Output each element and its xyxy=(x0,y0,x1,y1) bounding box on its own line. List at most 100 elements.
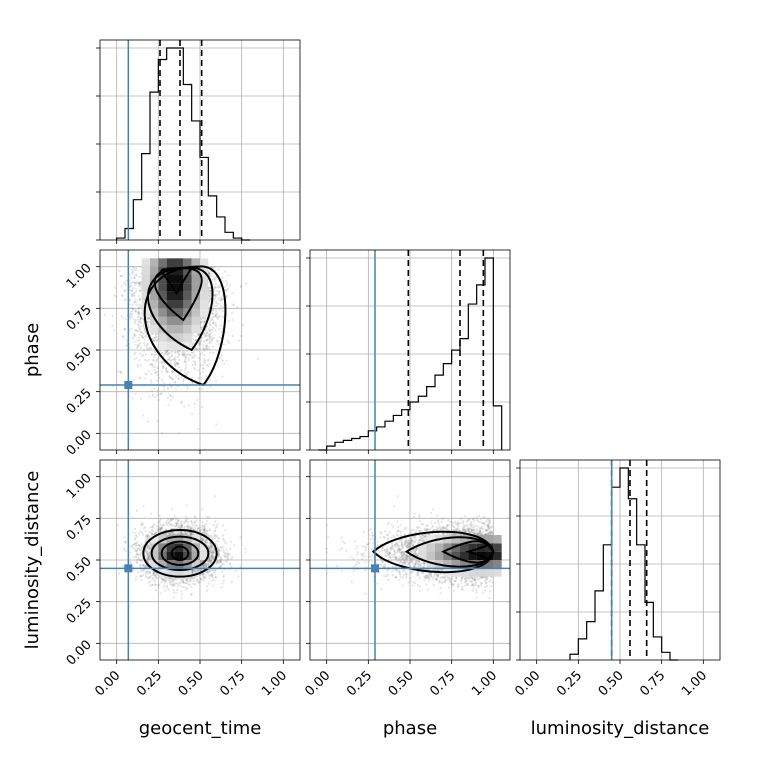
scatter-point xyxy=(133,358,136,361)
scatter-point xyxy=(138,282,141,285)
scatter-point xyxy=(215,313,218,316)
scatter-point xyxy=(202,367,205,371)
y-tick-label: 0.00 xyxy=(64,428,95,459)
scatter-point xyxy=(166,354,169,357)
density-cell xyxy=(150,258,159,267)
density-cell xyxy=(183,283,192,292)
scatter-point xyxy=(153,337,157,340)
scatter-point xyxy=(173,381,177,384)
scatter-point xyxy=(225,359,228,362)
density-cell xyxy=(158,316,167,325)
scatter-point xyxy=(156,370,159,373)
density-cell xyxy=(191,275,200,284)
scatter-point xyxy=(214,286,217,289)
scatter-point xyxy=(215,304,218,308)
scatter-point xyxy=(208,299,211,303)
x-tick-label: 0.75 xyxy=(637,668,668,699)
scatter-point xyxy=(209,331,213,334)
scatter-point xyxy=(164,367,168,371)
scatter-point xyxy=(185,366,188,370)
scatter-point xyxy=(187,353,190,356)
scatter-point xyxy=(212,345,215,348)
scatter-point xyxy=(146,322,149,325)
scatter-point xyxy=(184,358,187,361)
scatter-point xyxy=(161,370,164,373)
x-tick-label: 0.50 xyxy=(596,668,627,699)
scatter-point xyxy=(154,371,157,374)
scatter-point xyxy=(123,289,127,292)
scatter-point xyxy=(146,420,150,423)
scatter-point xyxy=(139,325,142,328)
scatter-point xyxy=(171,377,174,381)
scatter-point xyxy=(147,369,150,373)
scatter-point xyxy=(174,361,177,364)
scatter-point xyxy=(208,329,211,332)
scatter-point xyxy=(193,579,196,583)
scatter-point xyxy=(132,337,135,340)
scatter-point xyxy=(135,303,138,306)
histogram-panel-luminosity-distance: 0.00 0.25 0.50 0.75 1.00 xyxy=(512,459,721,699)
density-cell xyxy=(183,291,192,300)
scatter-point xyxy=(206,334,209,337)
scatter-point xyxy=(210,338,214,341)
scatter-point xyxy=(226,287,230,290)
scatter-point xyxy=(141,331,144,334)
scatter-point xyxy=(155,338,158,342)
scatter-point xyxy=(147,358,151,362)
scatter-point xyxy=(194,362,197,366)
scatter-point xyxy=(130,293,133,297)
scatter-point xyxy=(186,387,189,390)
scatter-point xyxy=(141,354,144,357)
scatter-point xyxy=(146,342,149,345)
scatter-point xyxy=(218,327,221,331)
density-cell xyxy=(191,316,200,325)
scatter-point xyxy=(214,379,218,382)
scatter-point xyxy=(210,272,213,275)
scatter-point xyxy=(123,290,126,293)
scatter-point xyxy=(208,272,211,275)
scatter-point xyxy=(160,392,163,395)
scatter-point xyxy=(132,378,136,381)
scatter-point xyxy=(208,289,211,292)
scatter-point xyxy=(222,280,225,283)
histogram-step-line xyxy=(569,467,679,661)
scatter-point xyxy=(153,339,156,342)
scatter-point xyxy=(167,358,170,361)
scatter-point xyxy=(173,371,176,374)
scatter-point xyxy=(162,388,166,391)
scatter-point xyxy=(186,349,189,353)
scatter-point xyxy=(185,353,189,356)
scatter-point xyxy=(223,362,226,365)
scatter-point xyxy=(214,295,217,298)
scatter-point xyxy=(225,284,228,287)
scatter-point xyxy=(112,294,116,297)
scatter-point xyxy=(211,322,214,325)
density-cell xyxy=(158,341,167,350)
scatter-point xyxy=(143,338,146,341)
scatter-point xyxy=(213,579,216,582)
scatter-point xyxy=(137,344,140,347)
scatter-point xyxy=(202,363,205,367)
scatter-point xyxy=(129,317,132,320)
scatter-point xyxy=(191,342,194,346)
scatter-point xyxy=(136,365,140,368)
scatter-point xyxy=(216,339,219,342)
scatter-point xyxy=(203,320,207,323)
scatter-point xyxy=(128,315,132,318)
scatter-point xyxy=(134,266,138,270)
scatter-point xyxy=(214,321,217,325)
scatter-point xyxy=(199,340,202,343)
scatter-point xyxy=(158,349,162,352)
scatter-point xyxy=(208,348,211,351)
density-cell xyxy=(175,300,184,309)
scatter-point xyxy=(157,376,161,379)
scatter-point xyxy=(208,332,211,336)
scatter-point xyxy=(131,286,135,290)
density-cell xyxy=(175,258,184,267)
scatter-point xyxy=(209,333,212,336)
density-cell xyxy=(191,325,200,334)
scatter-point xyxy=(208,323,211,326)
scatter-point xyxy=(137,336,140,339)
scatter-point xyxy=(165,351,168,354)
scatter-point xyxy=(180,597,183,600)
